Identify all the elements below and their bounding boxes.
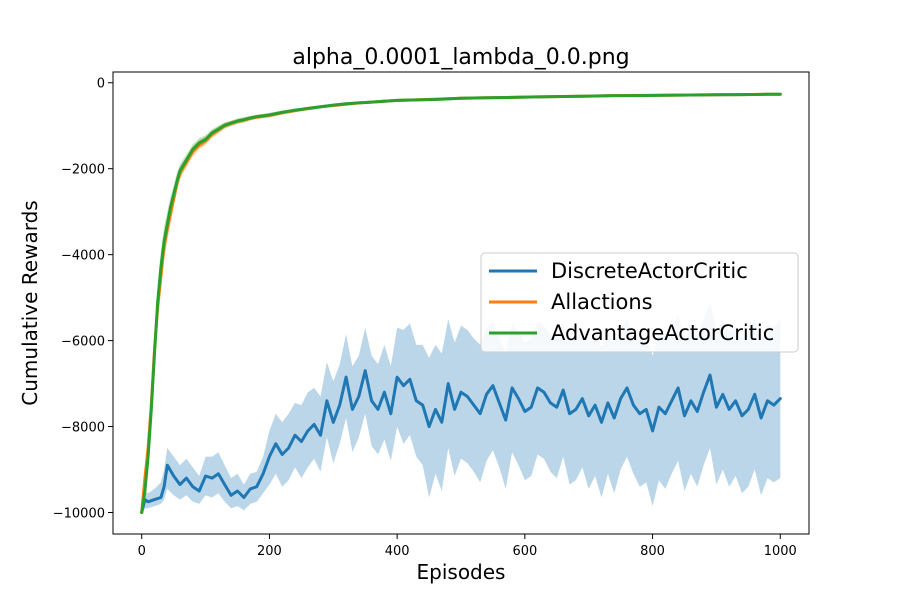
legend: DiscreteActorCritic Allactions AdvantageAc…: [480, 252, 799, 353]
chart-title: alpha_0.0001_lambda_0.0.png: [292, 45, 629, 70]
y-tick-label: −4000: [61, 249, 105, 264]
series-lines: [140, 92, 782, 514]
series-line-0: [140, 369, 782, 514]
legend-box: [480, 252, 799, 353]
x-tick-label: 200: [257, 544, 282, 559]
x-tick-label: 600: [512, 544, 537, 559]
confidence-bands: [141, 93, 781, 513]
legend-label: DiscreteActorCritic: [551, 259, 748, 283]
x-axis: 0 200 400 600 800 1000: [138, 534, 797, 559]
y-tick-label: −2000: [61, 163, 105, 178]
y-tick-label: 0: [97, 77, 105, 92]
x-tick-label: 1000: [764, 544, 797, 559]
y-tick-label: −8000: [61, 421, 105, 436]
y-axis: 0 −2000 −4000 −6000 −8000 −10000: [53, 77, 113, 522]
y-tick-label: −6000: [61, 335, 105, 350]
series-line-2: [140, 92, 782, 514]
y-tick-label: −10000: [53, 507, 105, 522]
x-tick-label: 400: [385, 544, 410, 559]
legend-label: Allactions: [551, 290, 653, 314]
y-axis-label: Cumulative Rewards: [18, 200, 42, 405]
legend-label: AdvantageActorCritic: [551, 321, 774, 345]
plot-frame: [112, 71, 810, 535]
x-tick-label: 0: [138, 544, 146, 559]
x-tick-label: 800: [640, 544, 665, 559]
series-band-0: [141, 301, 781, 513]
x-axis-label: Episodes: [417, 560, 506, 584]
